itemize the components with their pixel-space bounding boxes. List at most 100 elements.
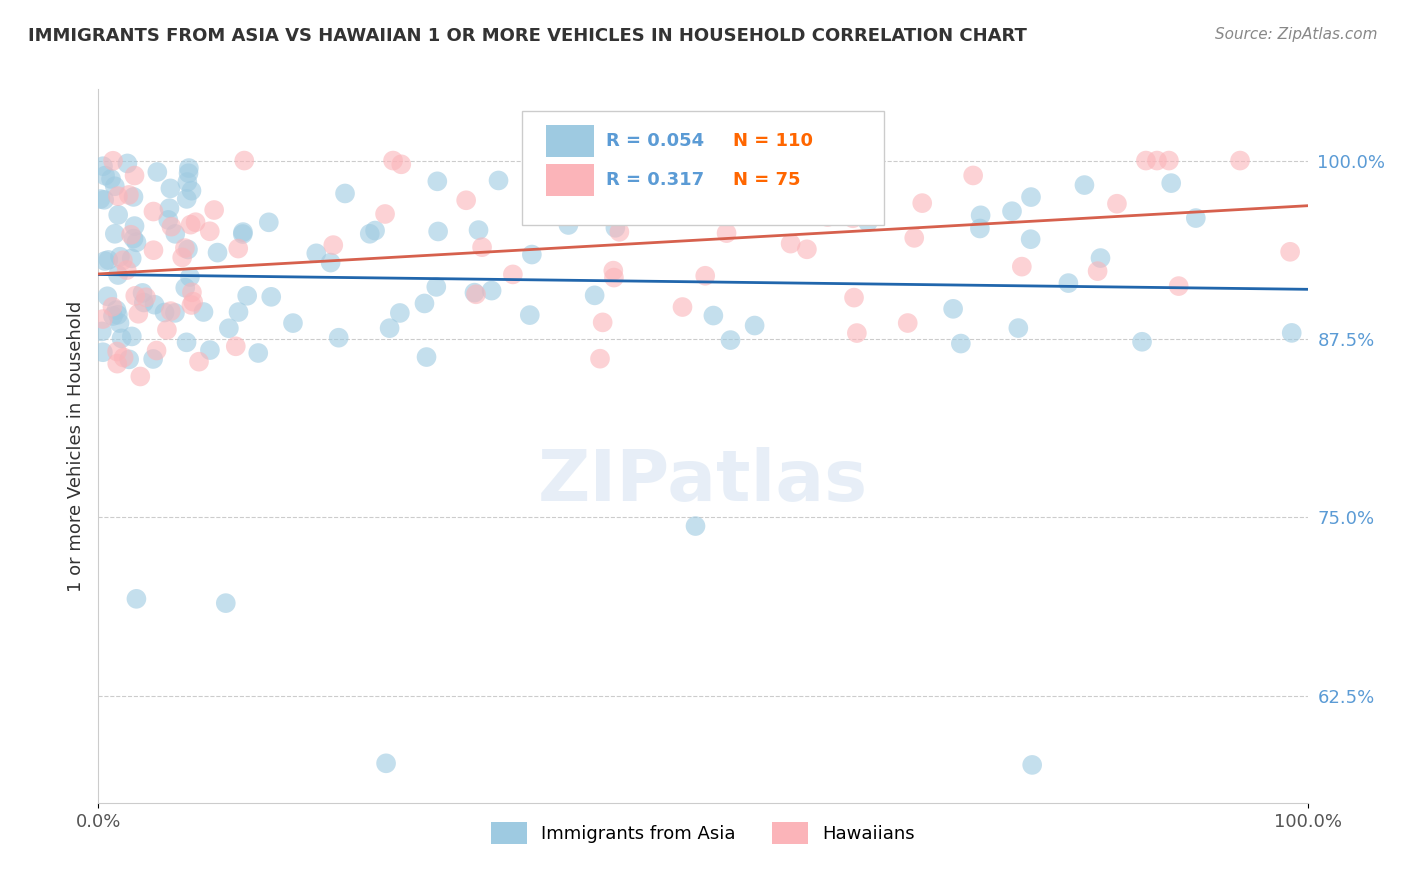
Point [1087, 264, 1109, 278]
Point [602, 263, 624, 277]
Point [105, 344, 128, 359]
Point [305, 246, 328, 260]
Point [124, 169, 146, 183]
Point [188, 354, 211, 368]
Point [856, 215, 879, 229]
Point [1057, 276, 1080, 290]
Point [108, 250, 131, 264]
Point [685, 519, 707, 533]
Point [159, 304, 181, 318]
Point [1160, 176, 1182, 190]
Point [215, 596, 238, 610]
Text: N = 75: N = 75 [734, 171, 801, 189]
Point [842, 291, 865, 305]
Point [142, 204, 165, 219]
Point [969, 208, 991, 222]
Point [695, 268, 717, 283]
Point [704, 153, 727, 168]
Point [177, 166, 200, 180]
Point [716, 226, 738, 240]
Point [94, 169, 117, 183]
Text: ZIPatlas: ZIPatlas [538, 447, 868, 516]
Point [333, 186, 356, 201]
Point [1167, 279, 1189, 293]
Point [328, 331, 350, 345]
Point [129, 369, 152, 384]
Point [949, 336, 972, 351]
Point [228, 305, 250, 319]
Text: Source: ZipAtlas.com: Source: ZipAtlas.com [1215, 27, 1378, 42]
Point [744, 318, 766, 333]
Point [122, 190, 145, 204]
Point [135, 290, 157, 304]
Point [100, 172, 122, 186]
Point [107, 268, 129, 282]
Point [858, 174, 880, 188]
Point [388, 306, 411, 320]
Point [177, 161, 200, 175]
Point [142, 351, 165, 366]
Point [281, 316, 304, 330]
Point [583, 288, 606, 302]
Point [471, 240, 494, 254]
Point [89, 192, 111, 206]
Point [779, 236, 801, 251]
Point [156, 323, 179, 337]
Point [163, 306, 186, 320]
Point [364, 223, 387, 237]
Point [143, 298, 166, 312]
Point [121, 252, 143, 266]
Point [159, 201, 181, 215]
Y-axis label: 1 or more Vehicles in Household: 1 or more Vehicles in Household [66, 301, 84, 591]
Point [107, 308, 129, 322]
Point [174, 281, 197, 295]
Text: R = 0.054: R = 0.054 [606, 132, 704, 150]
Point [145, 343, 167, 358]
Point [127, 307, 149, 321]
Point [1281, 326, 1303, 340]
Point [1019, 232, 1042, 246]
Point [685, 153, 707, 168]
Point [1001, 204, 1024, 219]
Point [378, 321, 401, 335]
Point [322, 238, 344, 252]
Point [247, 346, 270, 360]
Point [91, 345, 114, 359]
Legend: Immigrants from Asia, Hawaiians: Immigrants from Asia, Hawaiians [484, 814, 922, 851]
Point [226, 242, 249, 256]
Point [236, 289, 259, 303]
Point [589, 351, 612, 366]
FancyBboxPatch shape [546, 164, 595, 196]
Point [456, 194, 478, 208]
Point [488, 173, 510, 187]
Point [658, 197, 681, 211]
Point [671, 300, 693, 314]
Point [1157, 153, 1180, 168]
Point [112, 351, 135, 365]
Point [184, 215, 207, 229]
Point [425, 280, 447, 294]
Point [1229, 153, 1251, 168]
Point [766, 174, 789, 188]
Point [375, 756, 398, 771]
Point [181, 294, 204, 309]
Point [105, 303, 128, 318]
Point [96, 289, 118, 303]
Point [125, 235, 148, 250]
Point [842, 211, 865, 226]
Point [427, 224, 450, 238]
Point [1073, 178, 1095, 192]
Point [1185, 211, 1208, 225]
Point [120, 227, 142, 242]
Point [202, 202, 225, 217]
Point [160, 219, 183, 234]
Point [605, 220, 627, 235]
Point [603, 270, 626, 285]
Text: R = 0.317: R = 0.317 [606, 171, 704, 189]
Point [612, 158, 634, 172]
Point [146, 165, 169, 179]
Point [93, 193, 115, 207]
Point [90, 325, 112, 339]
Point [132, 295, 155, 310]
Point [319, 255, 342, 269]
